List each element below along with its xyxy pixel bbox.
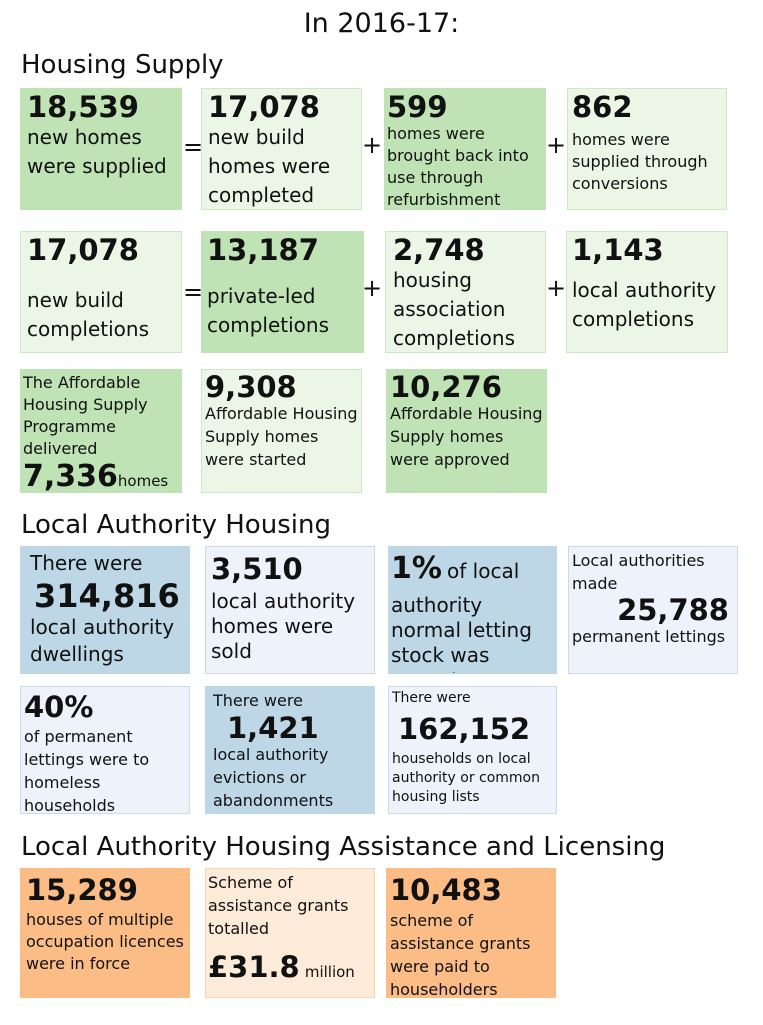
- stat-prefix: There were: [213, 691, 303, 710]
- stat-value: 25,788: [617, 593, 729, 627]
- stat-value: 17,078: [27, 233, 139, 267]
- stat-affordable-started: 9,308 Affordable Housing Supply homes we…: [201, 369, 362, 493]
- stat-grants-total: Scheme of assistance grants totalled £31…: [205, 868, 375, 998]
- stat-refurbishment: 599 homes were brought back into use thr…: [384, 88, 546, 210]
- stat-prefix: Local authorities made: [572, 551, 705, 593]
- stat-value: 1%: [391, 551, 442, 586]
- stat-hmo-licences: 15,289 houses of multiple occupation lic…: [20, 868, 190, 998]
- stat-value: 314,816: [34, 577, 180, 615]
- stat-text: local authority completions: [572, 278, 717, 331]
- stat-grants-paid: 10,483 scheme of assistance grants were …: [386, 868, 556, 998]
- stat-housing-lists: There were 162,152 households on local a…: [388, 686, 557, 814]
- plus-sign: +: [546, 274, 567, 302]
- stat-text: homes were supplied through conversions: [572, 130, 708, 193]
- stat-text: local authority dwellings: [30, 615, 175, 666]
- stat-text: Scheme of assistance grants totalled: [208, 873, 349, 938]
- stat-text: permanent lettings: [572, 627, 726, 646]
- stat-text: Affordable Housing Supply homes were sta…: [205, 404, 358, 469]
- stat-affordable-delivered: The Affordable Housing Supply Programme …: [20, 369, 182, 493]
- stat-suffix: of local: [447, 559, 520, 583]
- stat-la-dwellings: There were 314,816 local authority dwell…: [20, 546, 190, 674]
- stat-value: 9,308: [205, 370, 297, 404]
- stat-permanent-lettings: Local authorities made 25,788 permanent …: [568, 546, 738, 674]
- stat-value: 162,152: [398, 712, 531, 746]
- stat-vacant-stock: 1% of local authority normal letting sto…: [388, 546, 557, 674]
- stat-value: 13,187: [207, 233, 319, 267]
- stat-text: local authority homes were sold: [211, 589, 356, 663]
- stat-prefix: There were: [30, 551, 143, 575]
- stat-unit: homes: [117, 472, 169, 490]
- stat-value: 10,483: [390, 873, 502, 907]
- equals-sign: =: [183, 278, 204, 306]
- stat-value: £31.8: [208, 950, 300, 984]
- plus-sign: +: [362, 131, 383, 159]
- stat-text: new build homes were completed: [208, 125, 331, 207]
- plus-sign: +: [546, 131, 567, 159]
- stat-text: households on local authority or common …: [392, 751, 540, 805]
- stat-housing-association: 2,748 housing association completions: [385, 231, 546, 353]
- plus-sign: +: [362, 274, 383, 302]
- stat-text: scheme of assistance grants were paid to…: [390, 911, 531, 998]
- stat-text: housing association completions: [393, 268, 516, 350]
- stat-value: 862: [572, 90, 633, 124]
- stat-value: 599: [387, 90, 448, 124]
- stat-value: 1,143: [572, 233, 664, 267]
- stat-affordable-approved: 10,276 Affordable Housing Supply homes w…: [386, 369, 547, 493]
- stat-local-authority-completions: 1,143 local authority completions: [566, 231, 728, 353]
- stat-new-build-completed: 17,078 new build homes were completed: [201, 88, 362, 210]
- stat-text: local authority evictions or abandonment…: [213, 745, 334, 810]
- stat-homeless-lettings: 40% of permanent lettings were to homele…: [20, 686, 190, 814]
- stat-value: 15,289: [26, 873, 138, 907]
- stat-value: 2,748: [393, 233, 485, 267]
- section-heading-la-housing: Local Authority Housing: [21, 510, 331, 540]
- stat-value: 3,510: [211, 552, 303, 586]
- stat-conversions: 862 homes were supplied through conversi…: [567, 88, 727, 210]
- stat-text: of permanent lettings were to homeless h…: [24, 727, 150, 814]
- stat-text: homes were brought back into use through…: [387, 124, 529, 209]
- stat-text: new build completions: [27, 288, 150, 341]
- section-heading-housing-supply: Housing Supply: [21, 50, 224, 80]
- stat-la-homes-sold: 3,510 local authority homes were sold: [205, 546, 375, 674]
- stat-evictions: There were 1,421 local authority evictio…: [205, 686, 375, 814]
- stat-value: 17,078: [208, 90, 320, 124]
- equals-sign: =: [183, 133, 204, 161]
- stat-text: private-led completions: [207, 284, 330, 337]
- stat-prefix: There were: [392, 690, 471, 706]
- stat-new-build-completions: 17,078 new build completions: [20, 231, 182, 353]
- stat-new-homes-supplied: 18,539 new homes were supplied: [20, 88, 182, 210]
- section-heading-assistance: Local Authority Housing Assistance and L…: [21, 832, 666, 862]
- stat-text: houses of multiple occupation licences w…: [26, 910, 184, 973]
- stat-text: new homes were supplied: [27, 125, 167, 178]
- stat-value: 7,336: [23, 459, 118, 493]
- stat-text: The Affordable Housing Supply Programme …: [23, 373, 148, 458]
- stat-value: 10,276: [390, 370, 502, 404]
- stat-unit: million: [304, 963, 355, 981]
- stat-private-led: 13,187 private-led completions: [201, 231, 364, 353]
- stat-value: 18,539: [27, 90, 139, 124]
- stat-text: authority normal letting stock was vacan…: [391, 593, 532, 673]
- page-title: In 2016-17:: [303, 8, 460, 39]
- stat-value: 40%: [24, 690, 94, 724]
- stat-value: 1,421: [227, 711, 319, 745]
- stat-text: Affordable Housing Supply homes were app…: [390, 404, 543, 469]
